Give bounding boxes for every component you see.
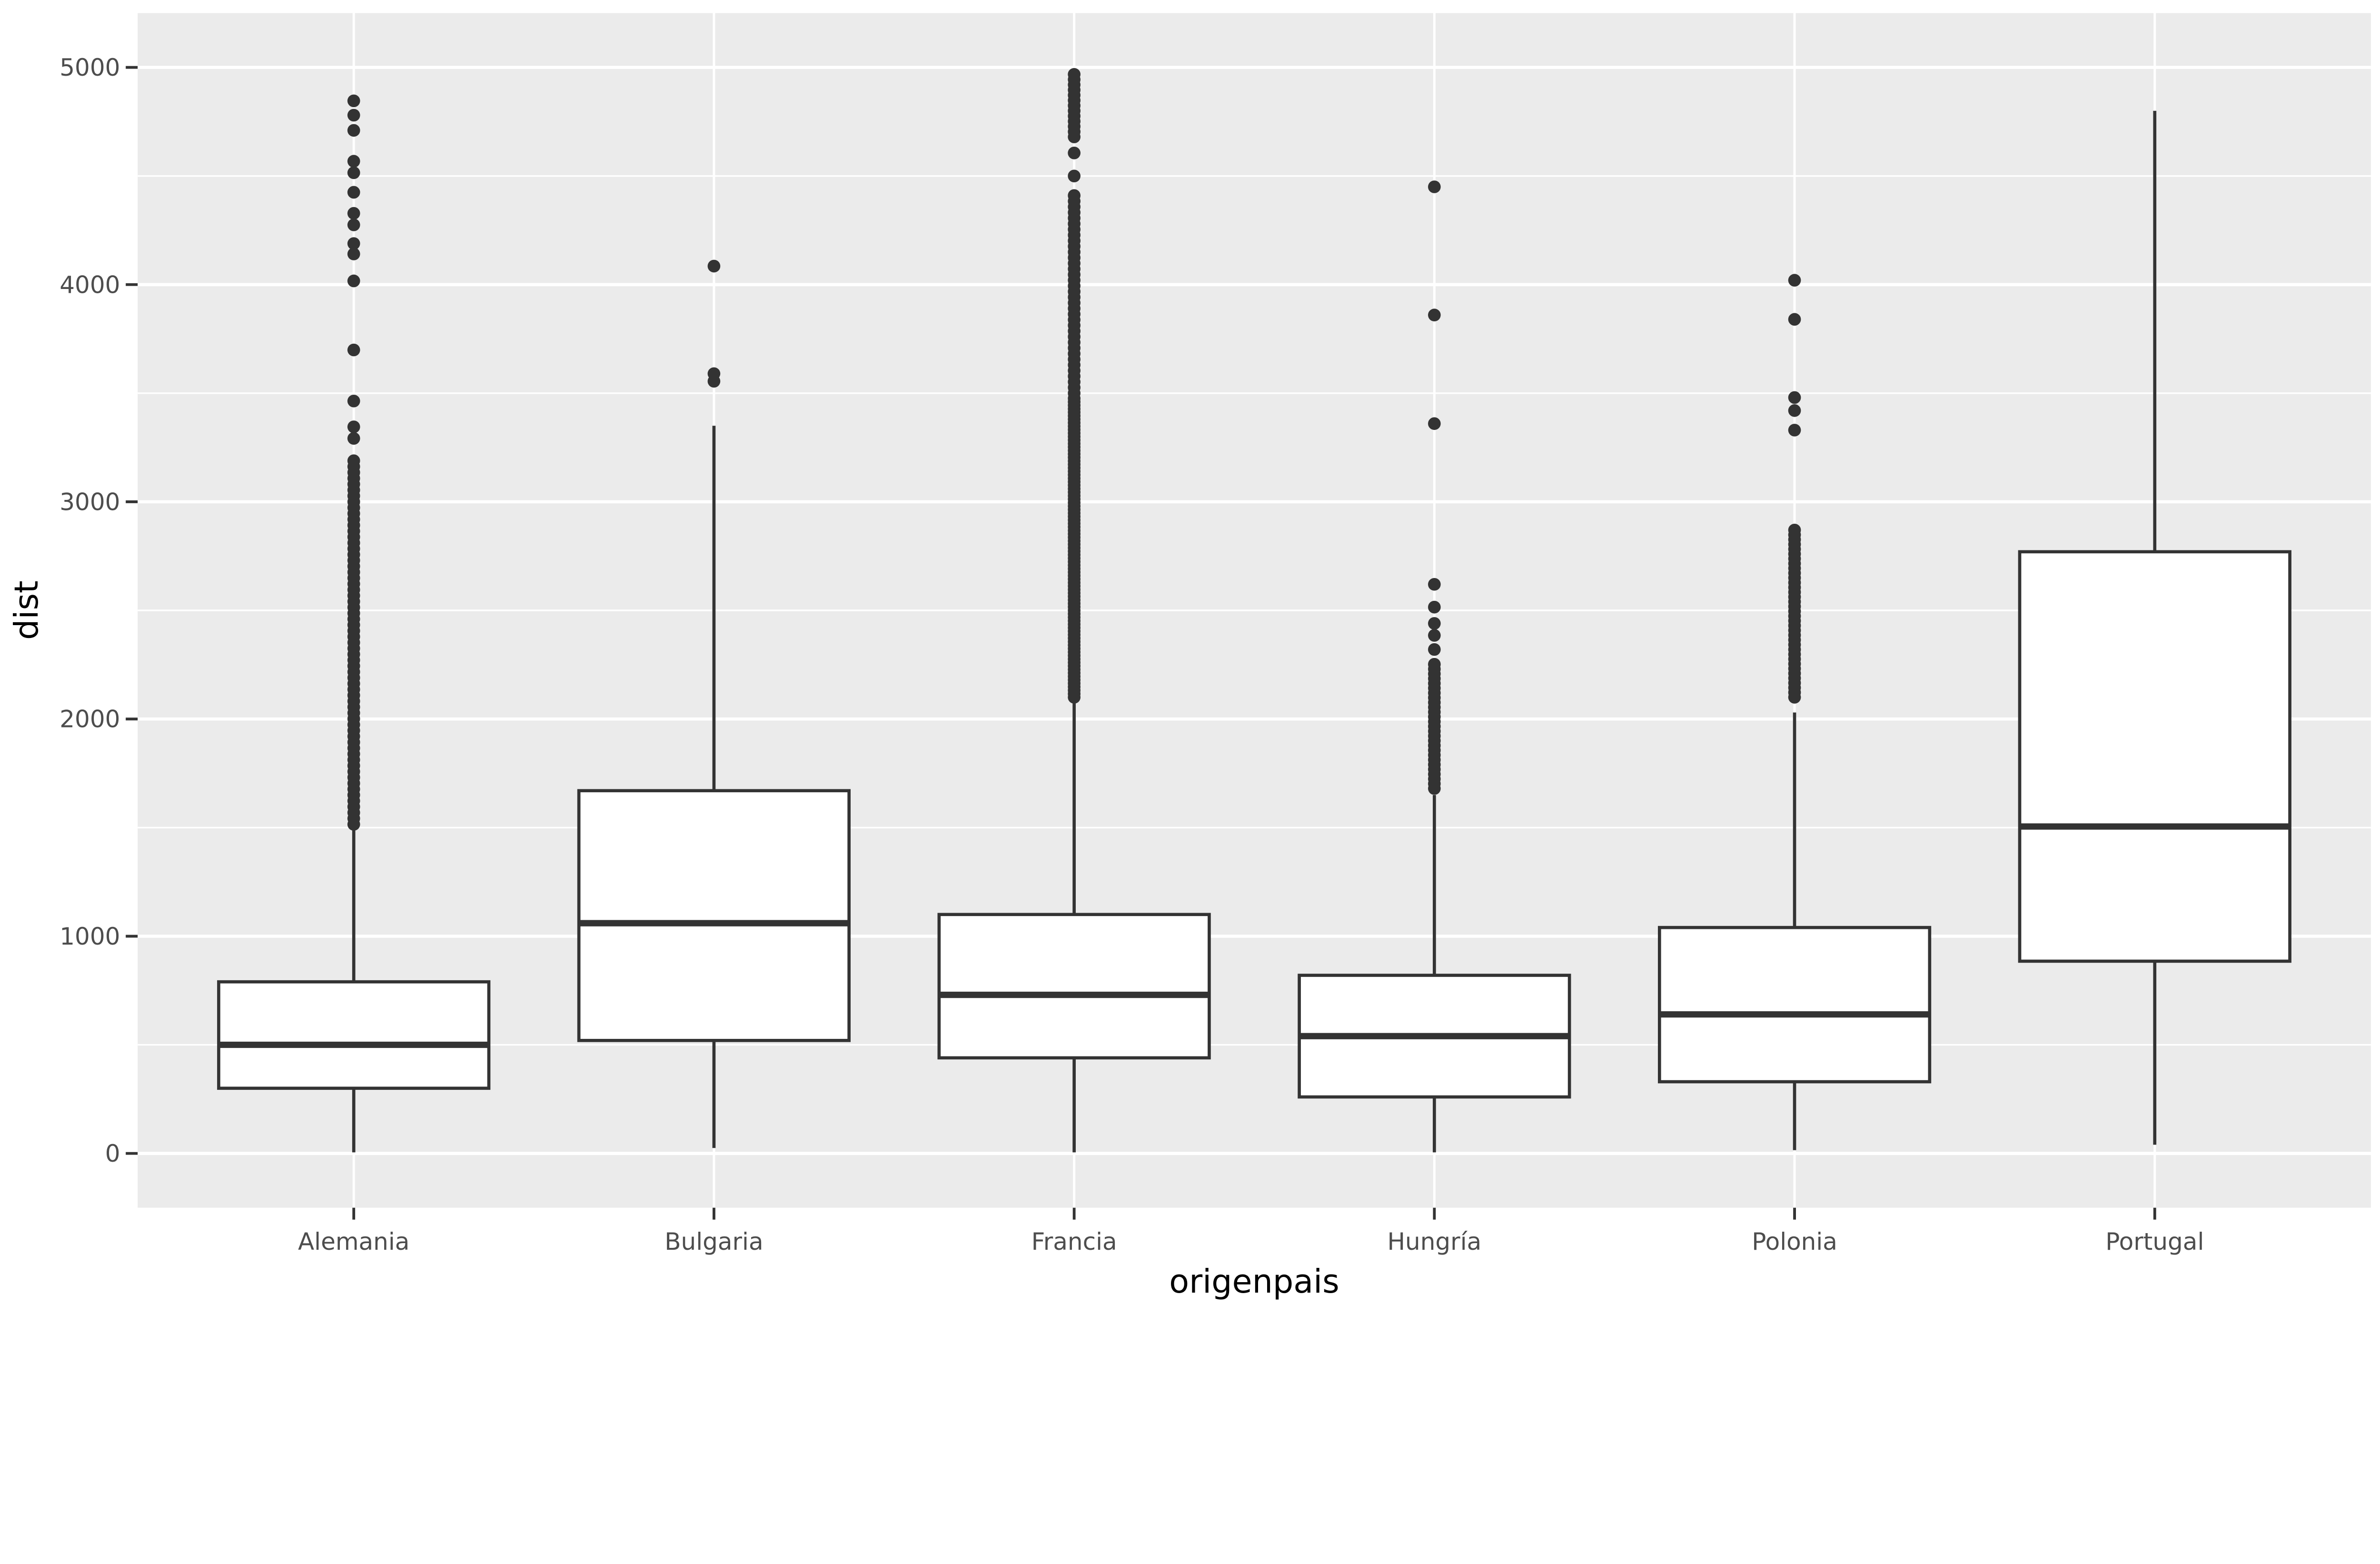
y-axis-title: dist bbox=[8, 580, 46, 640]
boxplots bbox=[217, 68, 2291, 1153]
y-axis-ticks bbox=[126, 66, 138, 1155]
outlier-point bbox=[1428, 657, 1441, 671]
outlier-point bbox=[1428, 600, 1441, 614]
x-tick-label: Bulgaria bbox=[664, 1228, 763, 1255]
y-tick-label: 3000 bbox=[60, 488, 120, 516]
y-tick-label: 5000 bbox=[60, 54, 120, 81]
outlier-point bbox=[1788, 523, 1801, 537]
outlier-point bbox=[1788, 404, 1801, 417]
boxplot-bulgaria bbox=[577, 259, 851, 1148]
x-tick-label: Hungría bbox=[1387, 1228, 1481, 1255]
outlier-point bbox=[347, 420, 360, 433]
outlier-point bbox=[1428, 643, 1441, 656]
outlier-point bbox=[1788, 424, 1801, 437]
boxplot-polonia bbox=[1657, 274, 1932, 1150]
iqr-box bbox=[2018, 550, 2291, 963]
gridlines-major bbox=[138, 66, 2371, 1155]
outlier-point bbox=[1788, 274, 1801, 287]
gridlines-minor bbox=[138, 175, 2371, 1046]
outlier-point bbox=[347, 394, 360, 408]
x-tick-label: Polonia bbox=[1752, 1228, 1837, 1255]
outlier-point bbox=[1428, 309, 1441, 321]
boxplot-figure: 0 1000 2000 3000 4000 5000 Alemania Bulgaria Fr… bbox=[8, 13, 2371, 1301]
x-axis-title: origenpais bbox=[1169, 1263, 1339, 1301]
x-tick-labels: Alemania Bulgaria Francia Hungría Polonia Por… bbox=[298, 1228, 2204, 1255]
boxplot-alemania bbox=[217, 94, 491, 1153]
outlier-point bbox=[1428, 578, 1441, 591]
outlier-point bbox=[1068, 68, 1081, 81]
outlier-point bbox=[347, 454, 360, 468]
x-tick-label: Portugal bbox=[2105, 1228, 2204, 1255]
x-tick-label: Francia bbox=[1031, 1228, 1117, 1255]
iqr-box bbox=[1657, 926, 1932, 1084]
outlier-point bbox=[347, 207, 360, 220]
x-tick-label: Alemania bbox=[298, 1228, 409, 1255]
boxplot-francia bbox=[937, 68, 1211, 1153]
outlier-point bbox=[347, 166, 360, 179]
boxplot-hungria bbox=[1298, 180, 1571, 1153]
outlier-point bbox=[347, 186, 360, 199]
outlier-point bbox=[347, 237, 360, 250]
outlier-point bbox=[1428, 180, 1441, 193]
outlier-point bbox=[1068, 189, 1081, 202]
outlier-point bbox=[1788, 391, 1801, 404]
outlier-point bbox=[347, 343, 360, 357]
outlier-point bbox=[1068, 169, 1081, 182]
outlier-point bbox=[347, 124, 360, 137]
outlier-point bbox=[347, 248, 360, 260]
outlier-point bbox=[347, 94, 360, 108]
y-tick-label: 2000 bbox=[60, 706, 120, 733]
figure-container: 0 1000 2000 3000 4000 5000 Alemania Bulgaria Fr… bbox=[8, 13, 2371, 1301]
outlier-point bbox=[347, 109, 360, 122]
outlier-point bbox=[707, 367, 721, 380]
boxplot-portugal bbox=[2018, 110, 2291, 1145]
y-tick-label: 4000 bbox=[60, 271, 120, 299]
outlier-point bbox=[1428, 629, 1441, 642]
outlier-point bbox=[347, 218, 360, 231]
outlier-point bbox=[1068, 146, 1081, 159]
outlier-point bbox=[707, 259, 721, 273]
y-tick-label: 0 bbox=[105, 1140, 120, 1167]
outlier-point bbox=[1428, 417, 1441, 430]
iqr-box bbox=[937, 913, 1211, 1060]
outlier-point bbox=[1428, 617, 1441, 630]
iqr-box bbox=[577, 789, 851, 1042]
outlier-point bbox=[347, 274, 360, 288]
y-tick-label: 1000 bbox=[60, 923, 120, 950]
y-tick-labels: 0 1000 2000 3000 4000 5000 bbox=[60, 54, 120, 1167]
outlier-point bbox=[1788, 313, 1801, 326]
iqr-box bbox=[217, 980, 491, 1090]
outlier-point bbox=[347, 155, 360, 168]
x-axis-ticks bbox=[352, 1207, 2156, 1220]
outlier-point bbox=[347, 432, 360, 445]
